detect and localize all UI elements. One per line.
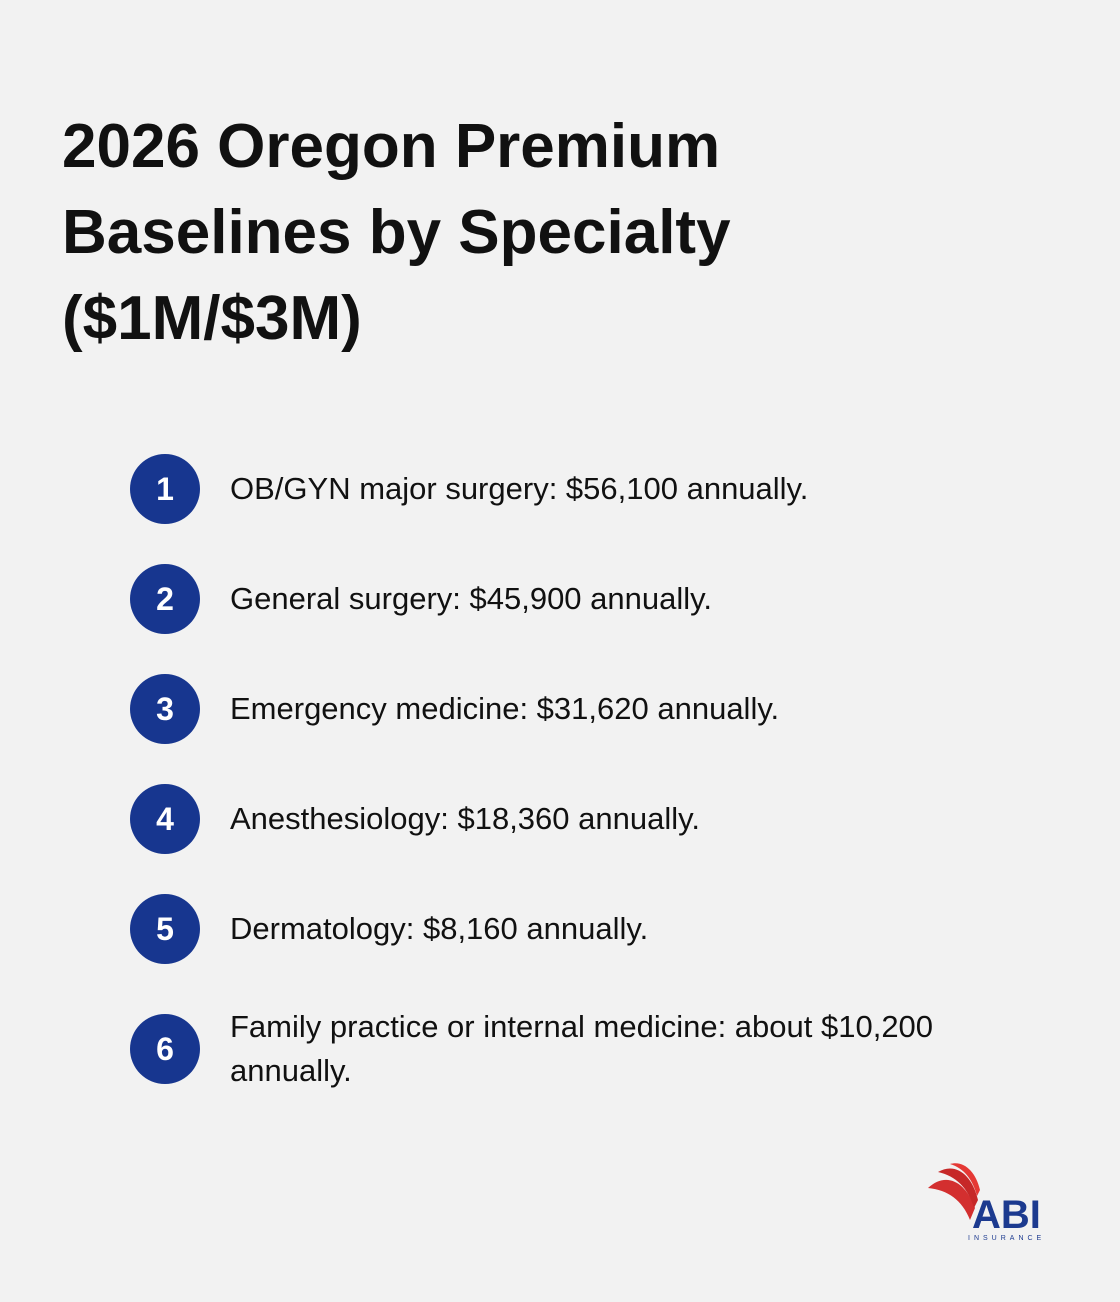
title-line: ($1M/$3M)	[62, 284, 362, 353]
item-number: 5	[130, 894, 200, 964]
item-number: 1	[130, 454, 200, 524]
logo-tagline: INSURANCE	[968, 1235, 1045, 1242]
logo-swoosh	[938, 1168, 978, 1208]
item-number: 3	[130, 674, 200, 744]
logo: ABI INSURANCE	[928, 1163, 1045, 1242]
list-item: 5 Dermatology: $8,160 annually.	[130, 894, 1010, 964]
list-item: 4 Anesthesiology: $18,360 annually.	[130, 784, 1010, 854]
logo-swoosh	[928, 1179, 975, 1220]
item-text: Emergency medicine: $31,620 annually.	[230, 691, 780, 726]
list-item: 2 General surgery: $45,900 annually.	[130, 564, 1010, 634]
title-line: 2026 Oregon Premium	[62, 112, 721, 181]
item-text: Dermatology: $8,160 annually.	[230, 911, 649, 946]
list-item: 6 Family practice or internal medicine: a…	[130, 1009, 1010, 1088]
logo-swoosh	[950, 1163, 980, 1196]
item-number: 2	[130, 564, 200, 634]
item-text: General surgery: $45,900 annually.	[230, 581, 712, 616]
title: 2026 Oregon Premium Baselines by Specialt…	[62, 104, 731, 362]
item-number: 6	[130, 1014, 200, 1084]
logo-name: ABI	[972, 1193, 1041, 1237]
item-text: OB/GYN major surgery: $56,100 annually.	[230, 471, 809, 506]
list-item: 3 Emergency medicine: $31,620 annually.	[130, 674, 1010, 744]
item-text: Family practice or internal medicine: ab…	[230, 1009, 934, 1088]
list-item: 1 OB/GYN major surgery: $56,100 annually.	[130, 454, 1010, 524]
title-line: Baselines by Specialty	[62, 198, 731, 267]
item-number: 4	[130, 784, 200, 854]
item-text: Anesthesiology: $18,360 annually.	[230, 801, 700, 836]
